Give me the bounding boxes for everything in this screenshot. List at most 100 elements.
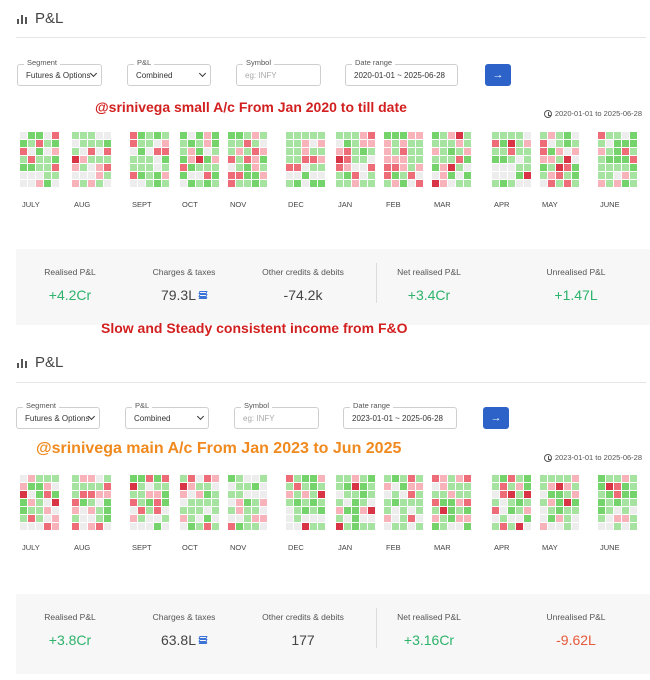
heatmap-cell[interactable] — [384, 164, 391, 171]
heatmap-cell[interactable] — [360, 156, 367, 163]
heatmap-cell[interactable] — [630, 515, 637, 522]
heatmap-cell[interactable] — [252, 515, 259, 522]
heatmap-cell[interactable] — [36, 507, 43, 514]
heatmap-cell[interactable] — [500, 156, 507, 163]
heatmap-cell[interactable] — [572, 172, 579, 179]
heatmap-cell[interactable] — [630, 156, 637, 163]
heatmap-cell[interactable] — [572, 180, 579, 187]
heatmap-cell[interactable] — [236, 507, 243, 514]
heatmap-cell[interactable] — [344, 515, 351, 522]
heatmap-cell[interactable] — [524, 164, 531, 171]
heatmap-cell[interactable] — [196, 140, 203, 147]
heatmap-cell[interactable] — [180, 483, 187, 490]
heatmap-cell[interactable] — [212, 148, 219, 155]
heatmap-cell[interactable] — [416, 491, 423, 498]
heatmap-cell[interactable] — [564, 523, 571, 530]
heatmap-cell[interactable] — [564, 156, 571, 163]
heatmap-cell[interactable] — [96, 148, 103, 155]
heatmap-cell[interactable] — [244, 180, 251, 187]
heatmap-cell[interactable] — [260, 507, 267, 514]
heatmap-cell[interactable] — [352, 499, 359, 506]
heatmap-cell[interactable] — [516, 180, 523, 187]
heatmap-cell[interactable] — [606, 515, 613, 522]
heatmap-cell[interactable] — [188, 164, 195, 171]
heatmap-cell[interactable] — [180, 172, 187, 179]
heatmap-cell[interactable] — [540, 491, 547, 498]
heatmap-cell[interactable] — [516, 172, 523, 179]
heatmap-cell[interactable] — [344, 164, 351, 171]
heatmap-cell[interactable] — [352, 148, 359, 155]
heatmap-cell[interactable] — [310, 140, 317, 147]
heatmap-cell[interactable] — [400, 499, 407, 506]
heatmap-cell[interactable] — [228, 499, 235, 506]
heatmap-cell[interactable] — [96, 523, 103, 530]
heatmap-cell[interactable] — [360, 491, 367, 498]
heatmap-cell[interactable] — [336, 164, 343, 171]
heatmap-cell[interactable] — [154, 483, 161, 490]
heatmap-cell[interactable] — [228, 148, 235, 155]
heatmap-cell[interactable] — [154, 164, 161, 171]
heatmap-cell[interactable] — [524, 523, 531, 530]
heatmap-cell[interactable] — [440, 499, 447, 506]
heatmap-cell[interactable] — [52, 156, 59, 163]
heatmap-cell[interactable] — [212, 140, 219, 147]
heatmap-cell[interactable] — [212, 132, 219, 139]
heatmap-cell[interactable] — [252, 148, 259, 155]
heatmap-cell[interactable] — [540, 483, 547, 490]
heatmap-cell[interactable] — [252, 475, 259, 482]
heatmap-cell[interactable] — [392, 515, 399, 522]
heatmap-cell[interactable] — [28, 164, 35, 171]
heatmap-cell[interactable] — [392, 156, 399, 163]
heatmap-cell[interactable] — [130, 483, 137, 490]
heatmap-cell[interactable] — [138, 172, 145, 179]
heatmap-cell[interactable] — [400, 156, 407, 163]
heatmap-cell[interactable] — [154, 491, 161, 498]
heatmap-cell[interactable] — [548, 132, 555, 139]
heatmap-cell[interactable] — [598, 172, 605, 179]
heatmap-cell[interactable] — [606, 132, 613, 139]
heatmap-cell[interactable] — [294, 483, 301, 490]
heatmap-cell[interactable] — [500, 499, 507, 506]
pnl-select[interactable]: P&L Combined — [127, 58, 211, 86]
heatmap-cell[interactable] — [36, 172, 43, 179]
heatmap-cell[interactable] — [440, 140, 447, 147]
heatmap-cell[interactable] — [456, 132, 463, 139]
heatmap-cell[interactable] — [188, 156, 195, 163]
heatmap-cell[interactable] — [52, 140, 59, 147]
heatmap-cell[interactable] — [36, 475, 43, 482]
heatmap-cell[interactable] — [524, 180, 531, 187]
heatmap-cell[interactable] — [260, 164, 267, 171]
heatmap-cell[interactable] — [630, 475, 637, 482]
heatmap-cell[interactable] — [352, 172, 359, 179]
heatmap-cell[interactable] — [392, 507, 399, 514]
heatmap-cell[interactable] — [244, 491, 251, 498]
heatmap-cell[interactable] — [88, 523, 95, 530]
heatmap-cell[interactable] — [244, 483, 251, 490]
heatmap-cell[interactable] — [228, 164, 235, 171]
heatmap-cell[interactable] — [400, 180, 407, 187]
heatmap-cell[interactable] — [464, 499, 471, 506]
heatmap-cell[interactable] — [524, 132, 531, 139]
heatmap-cell[interactable] — [368, 164, 375, 171]
heatmap-cell[interactable] — [104, 515, 111, 522]
heatmap-cell[interactable] — [260, 499, 267, 506]
heatmap-cell[interactable] — [260, 523, 267, 530]
heatmap-cell[interactable] — [508, 140, 515, 147]
heatmap-cell[interactable] — [80, 164, 87, 171]
heatmap-cell[interactable] — [138, 180, 145, 187]
heatmap-cell[interactable] — [432, 499, 439, 506]
heatmap-cell[interactable] — [28, 523, 35, 530]
heatmap-cell[interactable] — [310, 523, 317, 530]
heatmap-cell[interactable] — [456, 180, 463, 187]
heatmap-cell[interactable] — [336, 140, 343, 147]
heatmap-cell[interactable] — [260, 180, 267, 187]
heatmap-cell[interactable] — [614, 483, 621, 490]
heatmap-cell[interactable] — [52, 180, 59, 187]
heatmap-cell[interactable] — [244, 499, 251, 506]
heatmap-cell[interactable] — [104, 172, 111, 179]
heatmap-cell[interactable] — [408, 491, 415, 498]
heatmap-cell[interactable] — [464, 475, 471, 482]
heatmap-cell[interactable] — [464, 132, 471, 139]
heatmap-cell[interactable] — [516, 475, 523, 482]
heatmap-cell[interactable] — [104, 180, 111, 187]
